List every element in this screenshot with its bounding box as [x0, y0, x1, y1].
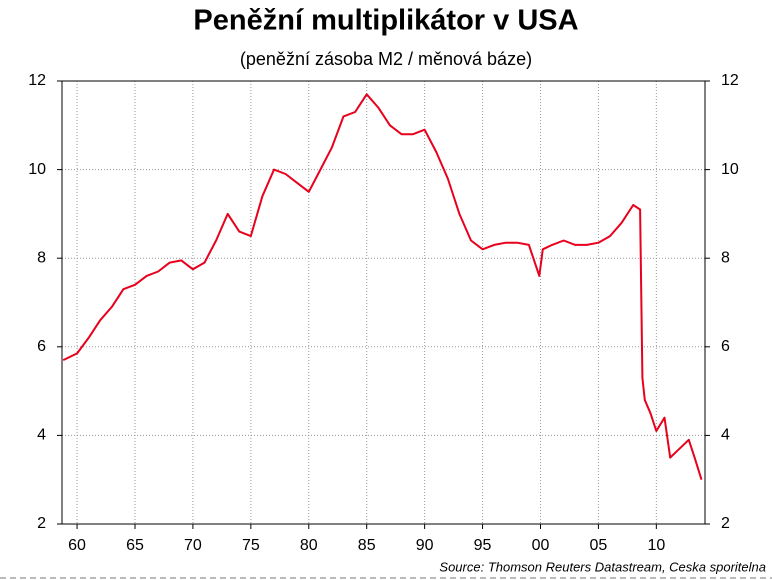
y-tick-label: 2	[37, 515, 46, 532]
x-tick-label: 00	[532, 537, 550, 554]
x-tick-label: 90	[416, 537, 434, 554]
y2-tick-label: 10	[721, 161, 739, 178]
y2-tick-label: 2	[721, 515, 730, 532]
y-tick-label: 8	[37, 249, 46, 266]
x-tick-label: 65	[126, 537, 144, 554]
y2-tick-label: 6	[721, 338, 730, 355]
y2-tick-label: 12	[721, 72, 739, 89]
data-line	[62, 93, 703, 480]
x-tick-label: 05	[590, 537, 608, 554]
y-tick-label: 12	[28, 72, 46, 89]
y2-tick-label: 8	[721, 249, 730, 266]
plot-frame	[61, 80, 706, 525]
chart-subtitle: (peněžní zásoba M2 / měnová báze)	[240, 49, 532, 69]
x-tick-label: 80	[300, 537, 318, 554]
x-tick-label: 70	[184, 537, 202, 554]
x-tick-label: 60	[68, 537, 86, 554]
y2-tick-label: 4	[721, 427, 730, 444]
y-tick-label: 4	[37, 427, 46, 444]
x-tick-label: 75	[242, 537, 260, 554]
x-tick-label: 95	[474, 537, 492, 554]
x-tick-label: 85	[358, 537, 376, 554]
chart-title: Peněžní multiplikátor v USA	[193, 5, 578, 37]
y-tick-label: 10	[28, 161, 46, 178]
x-tick-label: 10	[647, 537, 665, 554]
source-note: Source: Thomson Reuters Datastream, Cesk…	[439, 559, 766, 574]
y-tick-label: 6	[37, 338, 46, 355]
